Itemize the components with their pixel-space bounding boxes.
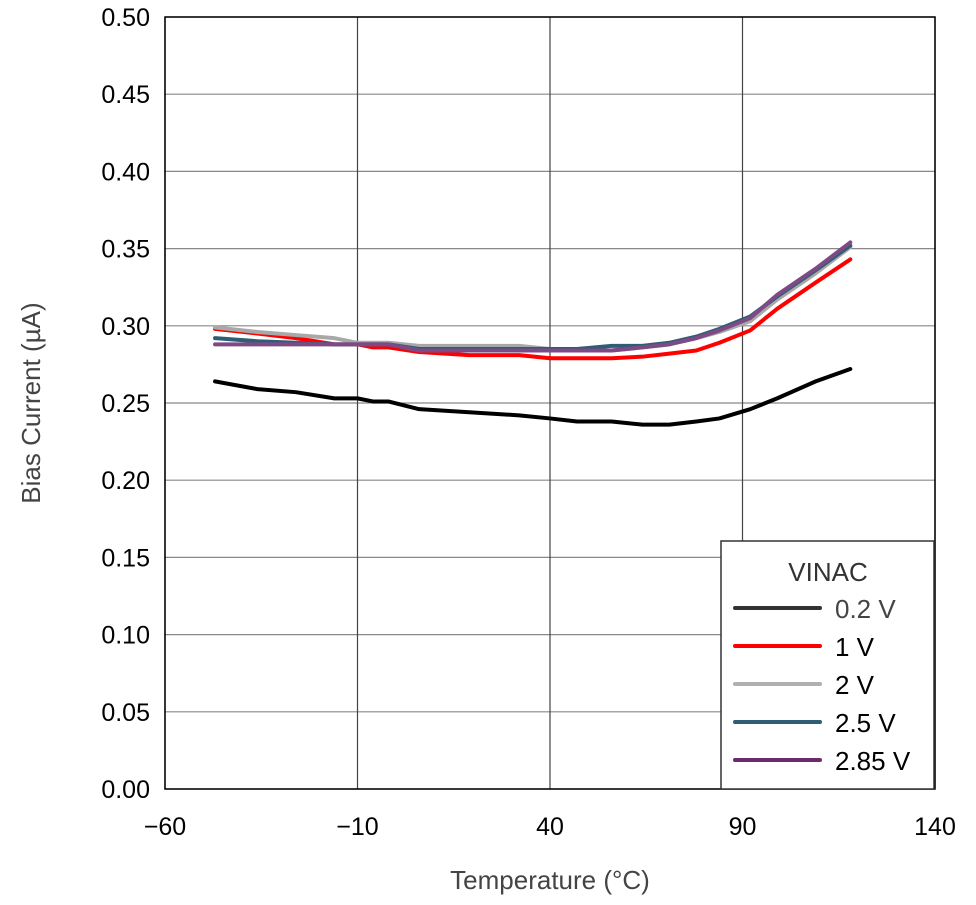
legend-label: 2 V (835, 670, 875, 700)
series-line-4 (213, 240, 853, 353)
y-tick-label: 0.30 (101, 313, 150, 341)
legend-label: 0.2 V (835, 594, 896, 624)
legend-title: VINAC (788, 557, 867, 587)
legend: VINAC 0.2 V 1 V 2 V 2.5 V 2.85 V (720, 540, 935, 790)
legend-label: 2.5 V (835, 708, 896, 738)
y-tick-label: 0.35 (101, 236, 150, 264)
x-tick-label: 40 (536, 813, 564, 841)
y-tick-label: 0.45 (101, 81, 150, 109)
y-tick-label: 0.25 (101, 390, 150, 418)
y-tick-label: 0.50 (101, 4, 150, 32)
y-tick-label: 0.05 (101, 699, 150, 727)
legend-label: 2.85 V (835, 746, 911, 776)
y-tick-label: 0.40 (101, 158, 150, 186)
legend-box (720, 540, 935, 790)
y-tick-label: 0.00 (101, 776, 150, 804)
series-line-2 (213, 245, 853, 353)
x-tick-label: −10 (336, 813, 378, 841)
x-tick-label: 140 (914, 813, 956, 841)
x-tick-label: −60 (144, 813, 186, 841)
y-axis-title: Bias Current (µA) (16, 302, 46, 503)
series-lines (213, 240, 853, 427)
x-tick-label: 90 (729, 813, 757, 841)
x-axis-title: Temperature (°C) (450, 865, 650, 895)
x-tick-labels: −60 −10 40 90 140 (144, 813, 956, 841)
plot-frame (164, 16, 936, 790)
legend-label: 1 V (835, 632, 875, 662)
y-tick-label: 0.10 (101, 622, 150, 650)
series-line-0 (213, 367, 853, 427)
y-tick-label: 0.15 (101, 544, 150, 572)
y-tick-label: 0.20 (101, 467, 150, 495)
y-tick-labels: 0.00 0.05 0.10 0.15 0.20 0.25 0.30 0.35 0.40 0.45… (101, 4, 150, 804)
series-line-3 (213, 243, 853, 351)
